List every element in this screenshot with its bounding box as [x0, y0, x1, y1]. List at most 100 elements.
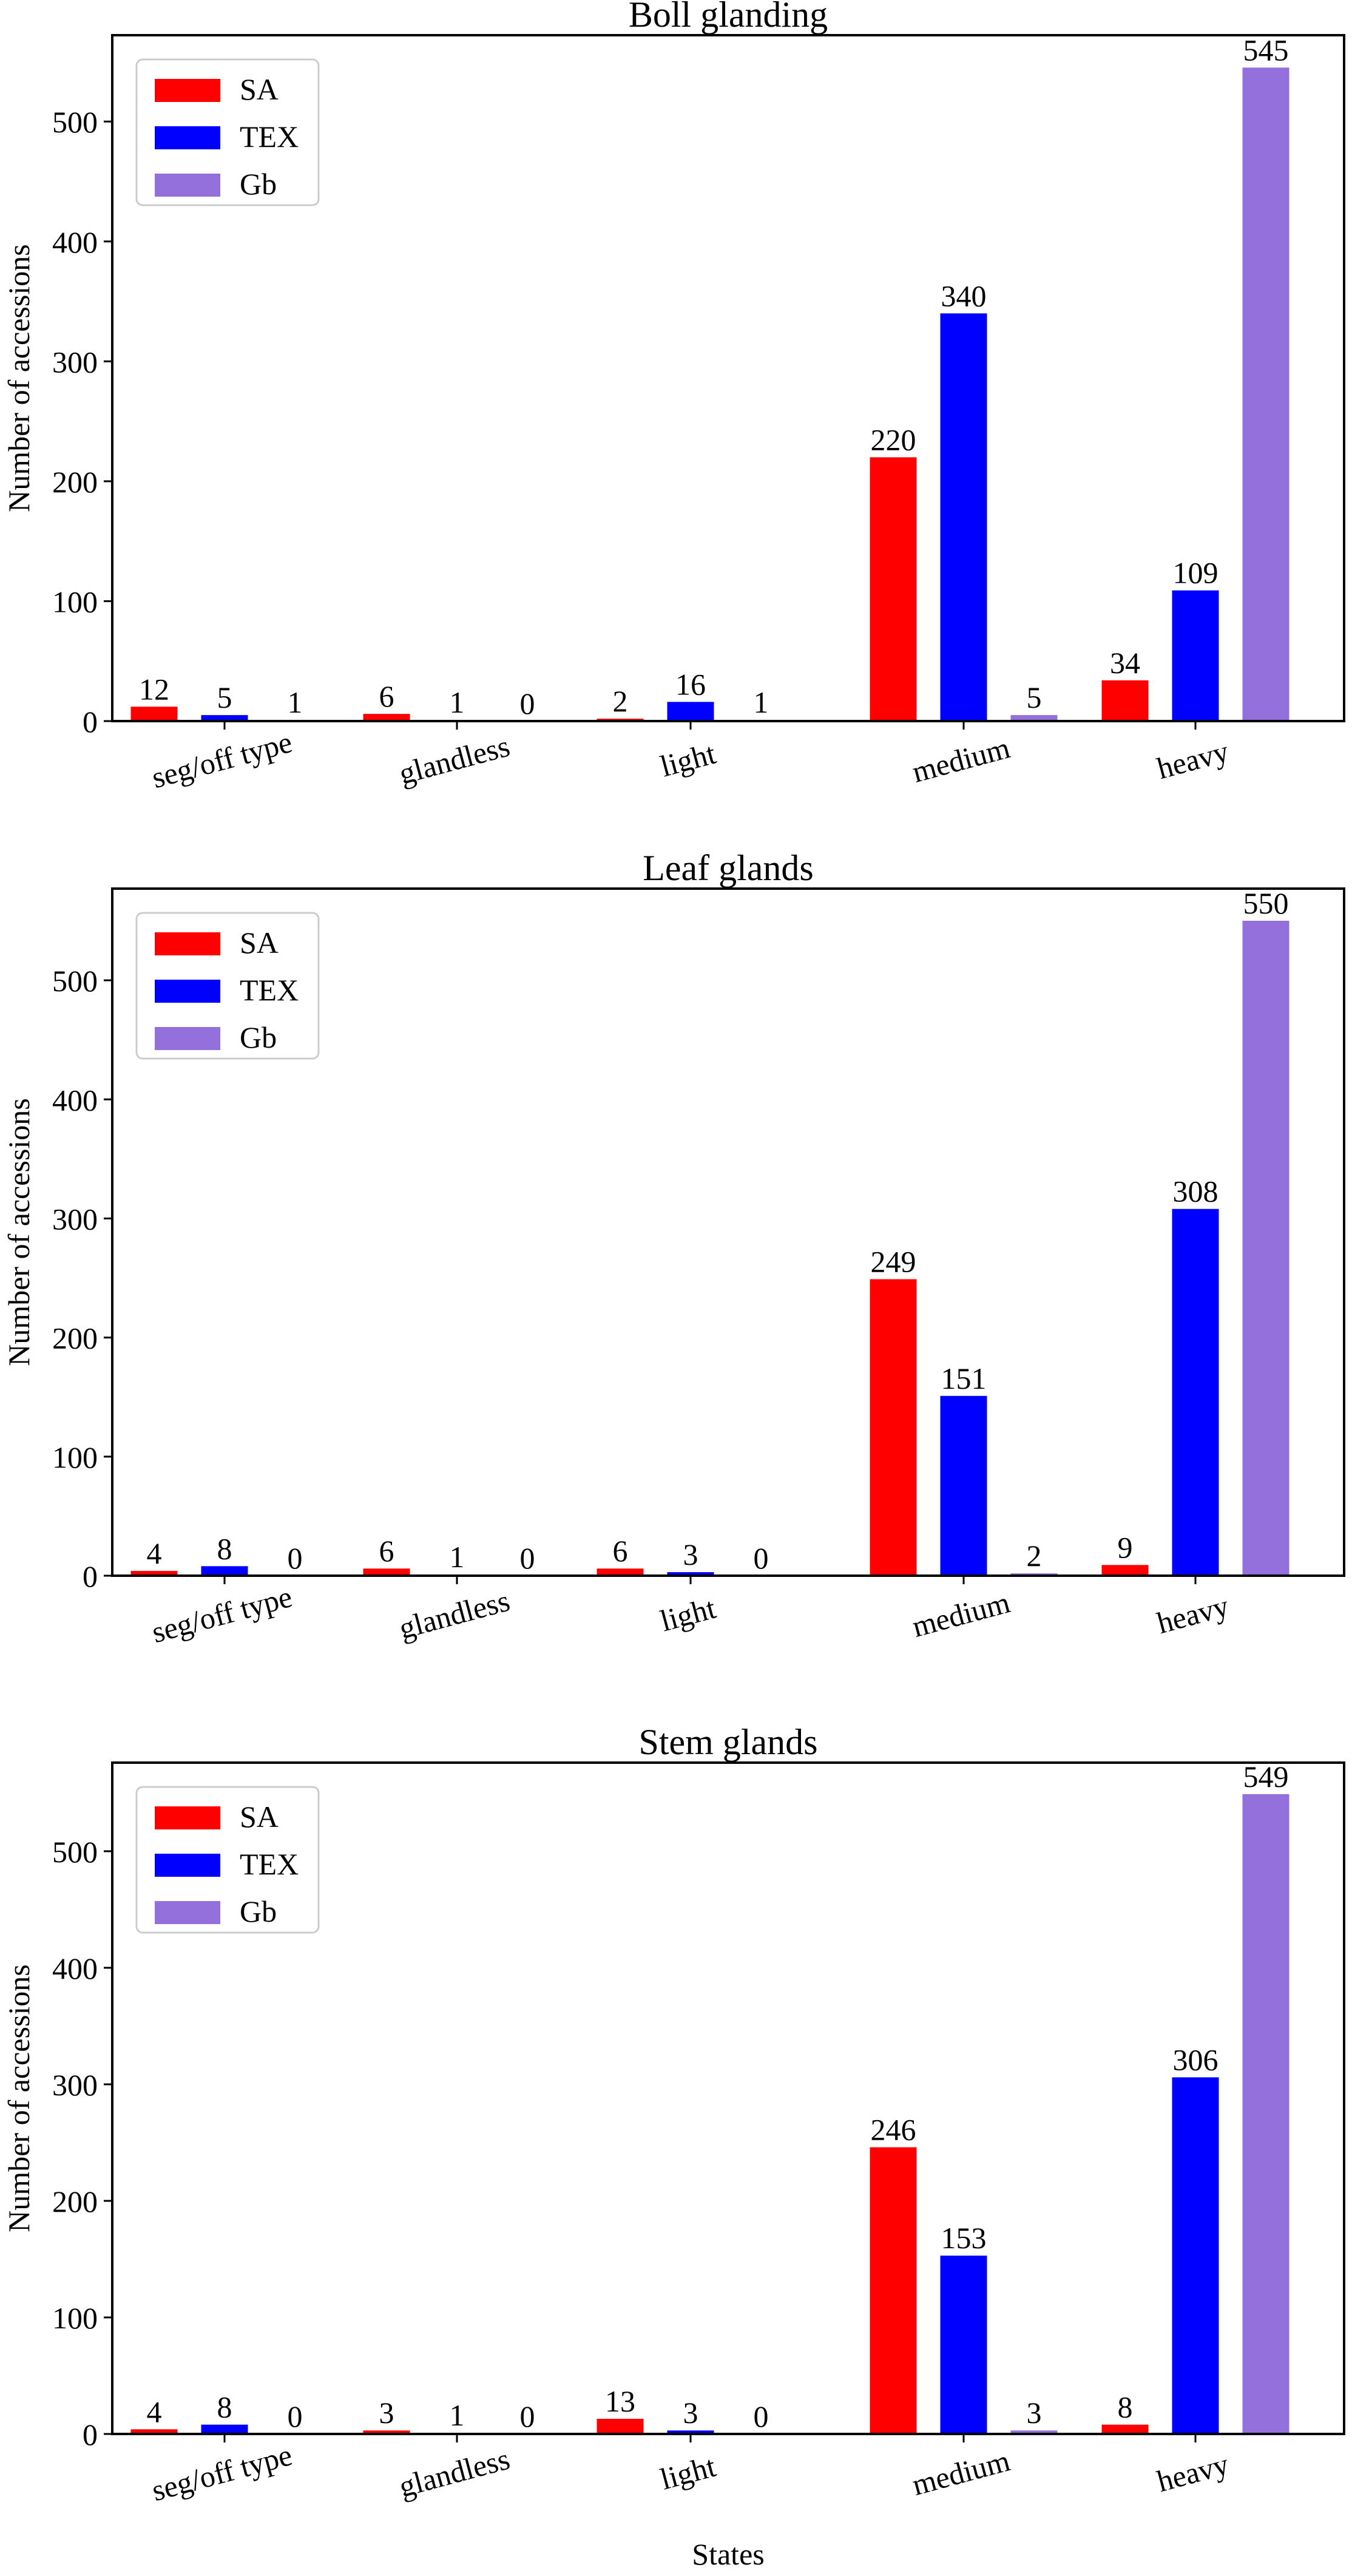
legend-entry: SA	[240, 1800, 279, 1834]
y-axis-label: Number of accessions	[2, 1098, 36, 1366]
bar-sa	[130, 1571, 178, 1576]
bar-sa	[870, 457, 917, 721]
chart-title: Boll glanding	[629, 0, 828, 35]
bar-value-label: 5	[1027, 680, 1042, 714]
y-tick-label: 300	[52, 1202, 98, 1236]
bar-value-label: 0	[288, 1541, 303, 1575]
bar-value-label: 220	[871, 422, 916, 456]
bar-value-label: 0	[288, 2399, 303, 2433]
bar-value-label: 3	[683, 1537, 698, 1571]
y-tick-label: 300	[52, 2068, 98, 2102]
bar-value-label: 153	[941, 2221, 987, 2255]
bar-tex	[1172, 2077, 1219, 2434]
bar-sa	[130, 2429, 178, 2434]
bar-tex	[201, 715, 248, 721]
bar-value-label: 3	[379, 2396, 394, 2430]
legend-entry: Gb	[240, 1894, 277, 1928]
bar-value-label: 4	[147, 2395, 162, 2429]
bar-value-label: 1	[754, 685, 769, 719]
x-tick-label: glandless	[395, 728, 513, 790]
legend-swatch	[155, 932, 220, 955]
legend-swatch	[155, 126, 220, 149]
bar-value-label: 340	[941, 279, 987, 313]
bar-tex	[940, 2256, 987, 2434]
bar-sa	[597, 1568, 644, 1576]
bar-tex	[201, 1566, 248, 1576]
bar-value-label: 308	[1173, 1174, 1218, 1208]
legend-swatch	[155, 1901, 220, 1924]
axes-frame	[111, 1761, 1345, 2435]
x-tick-label: light	[657, 2449, 719, 2496]
x-tick-label: seg/off type	[148, 2438, 296, 2507]
bar-sa	[1101, 2424, 1149, 2434]
bar-value-label: 0	[754, 2399, 769, 2433]
bar-value-label: 306	[1173, 2042, 1218, 2076]
bar-value-label: 4	[147, 1536, 162, 1570]
legend-swatch	[155, 1806, 220, 1829]
bar-tex	[667, 702, 714, 721]
y-tick-label: 400	[52, 1951, 98, 1985]
bar-value-label: 151	[941, 1361, 987, 1395]
bar-gb	[1010, 2430, 1058, 2434]
bar-value-label: 12	[139, 672, 169, 706]
legend-swatch	[155, 1854, 220, 1877]
bar-value-label: 34	[1110, 646, 1140, 680]
x-tick-label: medium	[908, 2443, 1013, 2502]
bar-value-label: 2	[1027, 1539, 1042, 1573]
y-tick-label: 100	[52, 1440, 98, 1474]
bar-value-label: 1	[288, 685, 303, 719]
bar-value-label: 0	[520, 2399, 535, 2433]
legend-swatch	[155, 980, 220, 1003]
bar-tex	[940, 313, 987, 721]
legend-entry: SA	[240, 72, 279, 106]
legend-entry: TEX	[240, 973, 299, 1007]
legend-swatch	[155, 79, 220, 102]
x-tick-label: glandless	[395, 1583, 513, 1645]
x-tick-label: heavy	[1154, 2447, 1232, 2498]
y-tick-label: 500	[52, 105, 98, 139]
bar-sa	[1101, 1565, 1149, 1576]
bar-tex	[1172, 590, 1219, 721]
x-tick-label: seg/off type	[148, 725, 296, 795]
bar-sa	[597, 2419, 644, 2434]
y-tick-label: 300	[52, 345, 98, 379]
y-tick-label: 500	[52, 1835, 98, 1869]
axes-frame	[111, 34, 1345, 722]
y-tick-label: 0	[83, 705, 98, 739]
bar-value-label: 109	[1173, 556, 1218, 590]
bar-sa	[363, 1568, 410, 1576]
bar-tex	[940, 1395, 987, 1576]
bar-value-label: 8	[217, 1531, 232, 1565]
legend-entry: Gb	[240, 1020, 277, 1054]
y-tick-label: 100	[52, 585, 98, 619]
bar-tex	[1172, 1208, 1219, 1576]
x-tick-label: light	[657, 736, 719, 784]
bar-sa	[1101, 680, 1149, 721]
legend-entry: TEX	[240, 120, 299, 154]
bar-value-label: 549	[1243, 1760, 1289, 1794]
bar-gb	[1242, 1794, 1289, 2434]
chart-title: Leaf glands	[643, 848, 814, 888]
y-tick-label: 200	[52, 2185, 98, 2218]
bar-value-label: 5	[217, 680, 232, 714]
bar-value-label: 3	[683, 2396, 698, 2430]
bar-sa	[130, 707, 178, 721]
bar-value-label: 0	[520, 1541, 535, 1575]
bar-value-label: 9	[1118, 1530, 1133, 1564]
bar-value-label: 6	[379, 1534, 394, 1568]
bar-sa	[870, 2147, 917, 2434]
bar-value-label: 3	[1027, 2396, 1042, 2430]
bar-value-label: 16	[675, 667, 706, 701]
bar-gb	[1242, 67, 1289, 722]
bar-sa	[363, 714, 410, 721]
y-tick-label: 100	[52, 2301, 98, 2335]
y-tick-label: 0	[83, 1559, 98, 1593]
bar-tex	[667, 2430, 714, 2434]
bar-value-label: 0	[754, 1541, 769, 1575]
y-tick-label: 400	[52, 225, 98, 259]
bar-sa	[870, 1279, 917, 1576]
bar-value-label: 0	[520, 686, 535, 720]
bar-value-label: 1	[450, 685, 465, 719]
x-tick-label: glandless	[395, 2441, 513, 2503]
bar-value-label: 1	[450, 2398, 465, 2432]
